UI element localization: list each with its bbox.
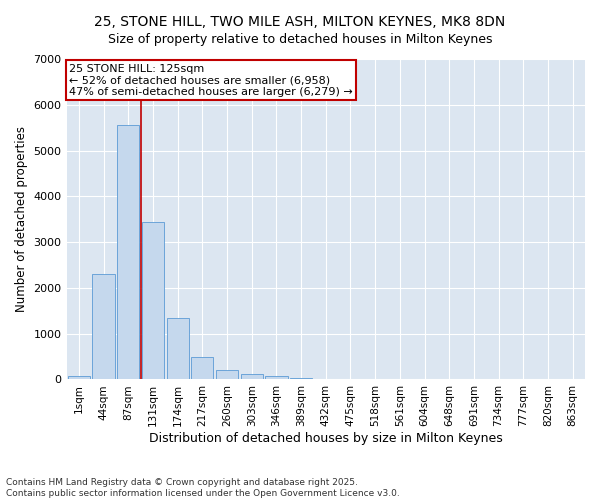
Bar	[265, 376, 287, 380]
Text: 25, STONE HILL, TWO MILE ASH, MILTON KEYNES, MK8 8DN: 25, STONE HILL, TWO MILE ASH, MILTON KEY…	[94, 15, 506, 29]
Text: Contains HM Land Registry data © Crown copyright and database right 2025.
Contai: Contains HM Land Registry data © Crown c…	[6, 478, 400, 498]
Bar	[167, 318, 189, 380]
Bar	[216, 370, 238, 380]
Bar	[290, 378, 312, 380]
Bar	[241, 374, 263, 380]
Y-axis label: Number of detached properties: Number of detached properties	[15, 126, 28, 312]
Bar	[68, 376, 90, 380]
Bar	[117, 125, 139, 380]
X-axis label: Distribution of detached houses by size in Milton Keynes: Distribution of detached houses by size …	[149, 432, 503, 445]
Bar	[92, 274, 115, 380]
Bar	[191, 358, 214, 380]
Bar	[142, 222, 164, 380]
Text: Size of property relative to detached houses in Milton Keynes: Size of property relative to detached ho…	[108, 32, 492, 46]
Text: 25 STONE HILL: 125sqm
← 52% of detached houses are smaller (6,958)
47% of semi-d: 25 STONE HILL: 125sqm ← 52% of detached …	[69, 64, 353, 97]
